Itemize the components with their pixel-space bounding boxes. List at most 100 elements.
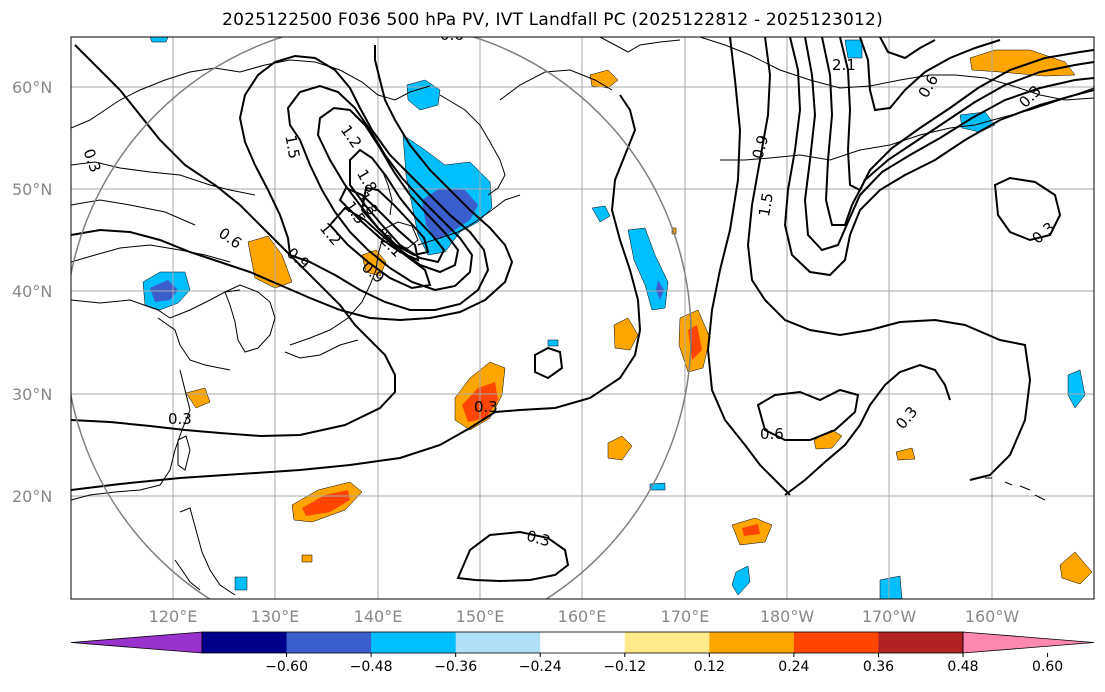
colorbar-tick-label: −0.24: [519, 659, 562, 675]
contour-south-0.3: [456, 530, 570, 583]
contour-east-2.1: [859, 37, 1001, 112]
colorbar-segment: [286, 632, 372, 653]
anomaly-positive-blob: [607, 435, 633, 461]
lon-label: 160°E: [558, 607, 607, 626]
colorbar-tick-label: −0.60: [265, 659, 308, 675]
lat-label: 50°N: [12, 180, 52, 199]
contour-2.1: [360, 186, 430, 257]
coastline-okhotsk: [239, 59, 431, 101]
contour-0.9: [238, 54, 490, 311]
contour-east-0.9: [783, 37, 1094, 277]
lon-label: 160°W: [965, 607, 1020, 626]
colorbar-tick-label: −0.48: [350, 659, 393, 675]
colorbar-tick-label: 0.36: [863, 659, 894, 675]
contour-inner-2: [338, 186, 420, 262]
colorbar-segment: [202, 632, 288, 653]
lon-label: 170°W: [862, 607, 917, 626]
anomaly-negative-blob: [731, 565, 751, 596]
lon-label: 170°E: [661, 607, 710, 626]
contour-label: 0.9: [749, 133, 773, 161]
coastline-kurils: [417, 194, 521, 246]
contour-label: 0.3: [474, 398, 498, 416]
lon-axis-labels: 120°E 130°E 140°E 150°E 160°E 170°E 180°…: [149, 607, 1020, 626]
anomaly-positive-blob: [589, 69, 619, 89]
contour-label: 0.3: [168, 410, 192, 428]
colorbar-tick-label: 0.24: [778, 659, 809, 675]
contour-inner-1: [328, 206, 432, 290]
colorbar-segment: [878, 632, 964, 653]
lat-label: 60°N: [12, 78, 52, 97]
colorbar-segment: [371, 632, 457, 653]
coastline-kamchatka: [439, 69, 613, 196]
anomaly-negative-blob: [234, 576, 248, 591]
contour-east-0.6-loop: [756, 388, 860, 441]
contour-lines: [71, 37, 1094, 583]
contour-0.3-west: [71, 44, 396, 438]
colorbar-extend-high: [962, 631, 1095, 654]
anomaly-negative-blob: [649, 482, 666, 491]
contour-label: 2.1: [832, 56, 856, 74]
contour-0.6: [71, 45, 514, 322]
colorbar-segment: [455, 632, 541, 653]
lat-label: 20°N: [12, 487, 52, 506]
contour-label: 1.5: [281, 134, 303, 161]
colorbar-tick-label: 0.12: [694, 659, 725, 675]
anomaly-positive-core: [742, 524, 760, 536]
anomaly-negative-blob: [547, 339, 559, 347]
coastline-bering: [599, 37, 681, 53]
colorbar-tick-label: −0.12: [603, 659, 646, 675]
figure-title: 2025122500 F036 500 hPa PV, IVT Landfall…: [222, 10, 883, 30]
colorbar-extend-low: [70, 631, 203, 654]
anomaly-negative-blob: [149, 37, 169, 43]
map-border: [70, 36, 1095, 600]
anomaly-negative-blob: [844, 39, 863, 59]
contour-label: 1.5: [755, 191, 777, 218]
lat-label: 30°N: [12, 385, 52, 404]
contour-east-1.8: [839, 37, 1094, 192]
contour-label: 0.3: [525, 527, 553, 551]
lat-axis-labels: 60°N 50°N 40°N 30°N 20°N: [12, 78, 52, 506]
contour-0.3-south: [71, 94, 642, 491]
contour-1.8: [349, 148, 446, 264]
lon-label: 150°E: [456, 607, 505, 626]
contour-label: 0.6: [440, 26, 464, 44]
coastline-china-east: [71, 369, 191, 501]
anomaly-positive-blob: [1059, 551, 1093, 585]
colorbar-tick-label: 0.48: [947, 659, 978, 675]
anomaly-positive-blob: [185, 387, 211, 409]
coastline-sakhalin: [381, 169, 393, 216]
anomaly-positive-blob: [895, 447, 916, 461]
lat-label: 40°N: [12, 282, 52, 301]
coastline-philippines: [174, 507, 236, 596]
landfall-radius-circle: [71, 37, 692, 599]
contour-east-2.1b: [879, 37, 936, 60]
anomaly-positive-blob: [613, 317, 639, 351]
contour-east-0.6-a: [746, 37, 1032, 481]
lon-label: 180°W: [760, 607, 815, 626]
colorbar: −0.60 −0.48 −0.36 −0.24 −0.12 0.12 0.24 0.36 0.4…: [70, 631, 1095, 675]
contour-1.2: [286, 84, 474, 292]
coastline-asia: [71, 67, 256, 371]
contour-mid-loop: [534, 346, 564, 380]
contour-east-1.2: [803, 37, 1094, 252]
contour-east-0.3-diag: [784, 363, 951, 496]
colorbar-tick-label: −0.36: [434, 659, 477, 675]
contour-east-loop: [993, 176, 1062, 242]
anomaly-negative-core: [656, 280, 664, 300]
lon-label: 140°E: [354, 607, 403, 626]
anomaly-negative-blob: [591, 205, 611, 223]
anomaly-negative-blob: [1067, 369, 1086, 409]
lon-label: 120°E: [149, 607, 198, 626]
colorbar-segment: [793, 632, 879, 653]
colorbar-segment: [624, 632, 710, 653]
contour-label: 0.6: [760, 425, 784, 443]
lon-label: 130°E: [251, 607, 300, 626]
anomaly-positive-blob: [301, 554, 313, 563]
colorbar-frame: [201, 631, 964, 654]
anomaly-negative-blob: [879, 575, 903, 599]
colorbar-segment: [709, 632, 795, 653]
colorbar-tick-label: 0.60: [1032, 659, 1063, 675]
coastline-hawaii: [985, 477, 1046, 501]
contour-east-0.3: [706, 37, 791, 496]
